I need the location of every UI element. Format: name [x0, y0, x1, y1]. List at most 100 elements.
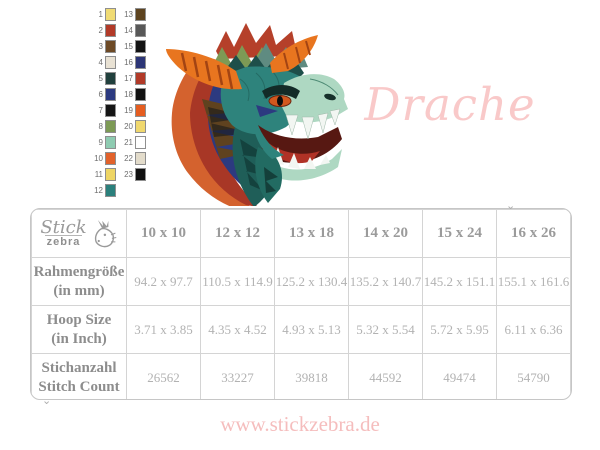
palette-number: 11 [94, 169, 103, 179]
palette-swatch [135, 7, 146, 21]
palette-number: 9 [98, 137, 103, 147]
palette-item: 1 [90, 6, 116, 22]
table-cell: 4.93 x 5.13 [274, 305, 349, 354]
palette-swatch [135, 103, 146, 117]
row-label: Stichanzahl Stitch Count [31, 353, 127, 399]
table-cell: 110.5 x 114.9 [200, 257, 275, 306]
table-cell: 145.2 x 151.1 [422, 257, 497, 306]
palette-swatch [105, 87, 116, 101]
table-cell: 49474 [422, 353, 497, 399]
row-label: Hoop Size (in Inch) [31, 305, 127, 354]
palette-item: 6 [90, 86, 116, 102]
palette-swatch [135, 87, 146, 101]
palette-swatch [105, 103, 116, 117]
palette-swatch [135, 71, 146, 85]
website-url: www.stickzebra.de [220, 412, 380, 436]
table-cell: 6.11 x 6.36 [496, 305, 571, 354]
palette-swatch [105, 71, 116, 85]
palette-item: 3 [90, 38, 116, 54]
palette-swatch [105, 55, 116, 69]
palette-number: 2 [98, 25, 103, 35]
palette-item: 21 [120, 134, 146, 150]
palette-number: 20 [124, 121, 133, 131]
table-header-row: Stick zebra 10 x 10 12 x 12 13 x 18 14 x… [31, 209, 571, 258]
table-row-hoop-size-inch: Hoop Size (in Inch) 3.71 x 3.85 4.35 x 4… [31, 305, 571, 354]
palette-number: 18 [124, 89, 133, 99]
palette-item: 17 [120, 70, 146, 86]
palette-item: 4 [90, 54, 116, 70]
palette-swatch [105, 135, 116, 149]
table-cell: 26562 [126, 353, 201, 399]
palette-item: 19 [120, 102, 146, 118]
size-table: Stick zebra 10 x 10 12 x 12 13 x 18 14 x… [30, 208, 572, 400]
palette-number: 5 [98, 73, 103, 83]
palette-number: 8 [98, 121, 103, 131]
palette-item: 11 [90, 166, 116, 182]
palette-item: 5 [90, 70, 116, 86]
palette-swatch [105, 119, 116, 133]
palette-number: 7 [98, 105, 103, 115]
palette-number: 22 [124, 153, 133, 163]
palette-number: 17 [124, 73, 133, 83]
palette-swatch [105, 23, 116, 37]
table-cell: 125.2 x 130.4 [274, 257, 349, 306]
brand-sub-text: zebra [44, 235, 83, 248]
palette-swatch [135, 23, 146, 37]
palette-number: 4 [98, 57, 103, 67]
palette-item: 13 [120, 6, 146, 22]
table-cell: 94.2 x 97.7 [126, 257, 201, 306]
palette-number: 1 [98, 9, 103, 19]
palette-swatch [105, 183, 116, 197]
size-header: 15 x 24 [422, 209, 497, 258]
dragon-image [166, 23, 348, 206]
zebra-icon [94, 219, 117, 247]
palette-item: 10 [90, 150, 116, 166]
size-header: 14 x 20 [348, 209, 423, 258]
chevron-down-icon: ⌄ [42, 395, 52, 407]
thread-palette-column-1: 1 2 3 4 5 6 7 8 9 10 11 12 [90, 6, 116, 198]
palette-number: 21 [124, 137, 133, 147]
table-cell: 33227 [200, 353, 275, 399]
palette-item: 20 [120, 118, 146, 134]
palette-number: 10 [94, 153, 103, 163]
size-header: 16 x 26 [496, 209, 571, 258]
table-cell: 3.71 x 3.85 [126, 305, 201, 354]
brand-script-text: Stick [40, 217, 87, 238]
palette-item: 9 [90, 134, 116, 150]
table-cell: 54790 [496, 353, 571, 399]
palette-swatch [105, 7, 116, 21]
table-cell: 44592 [348, 353, 423, 399]
size-header: 12 x 12 [200, 209, 275, 258]
palette-number: 23 [124, 169, 133, 179]
palette-number: 12 [94, 185, 103, 195]
palette-number: 6 [98, 89, 103, 99]
design-title: Drache [364, 78, 536, 131]
thread-palette-column-2: 13 14 15 16 17 18 19 20 21 22 23 [120, 6, 146, 182]
palette-swatch [105, 167, 116, 181]
table-cell: 39818 [274, 353, 349, 399]
palette-number: 16 [124, 57, 133, 67]
palette-item: 2 [90, 22, 116, 38]
palette-item: 22 [120, 150, 146, 166]
table-row-stitch-count: Stichanzahl Stitch Count 26562 33227 398… [31, 353, 571, 399]
palette-item: 7 [90, 102, 116, 118]
palette-swatch [135, 55, 146, 69]
row-label: Rahmengröße (in mm) [31, 257, 127, 306]
table-cell: 155.1 x 161.6 [496, 257, 571, 306]
palette-number: 15 [124, 41, 133, 51]
palette-swatch [135, 151, 146, 165]
size-header: 10 x 10 [126, 209, 201, 258]
table-cell: 135.2 x 140.7 [348, 257, 423, 306]
palette-number: 14 [124, 25, 133, 35]
table-cell: 5.72 x 5.95 [422, 305, 497, 354]
palette-item: 8 [90, 118, 116, 134]
palette-swatch [105, 39, 116, 53]
size-header: 13 x 18 [274, 209, 349, 258]
brand-logo-cell: Stick zebra [31, 209, 127, 258]
palette-item: 23 [120, 166, 146, 182]
palette-item: 18 [120, 86, 146, 102]
palette-number: 3 [98, 41, 103, 51]
palette-number: 19 [124, 105, 133, 115]
palette-swatch [135, 119, 146, 133]
table-cell: 5.32 x 5.54 [348, 305, 423, 354]
